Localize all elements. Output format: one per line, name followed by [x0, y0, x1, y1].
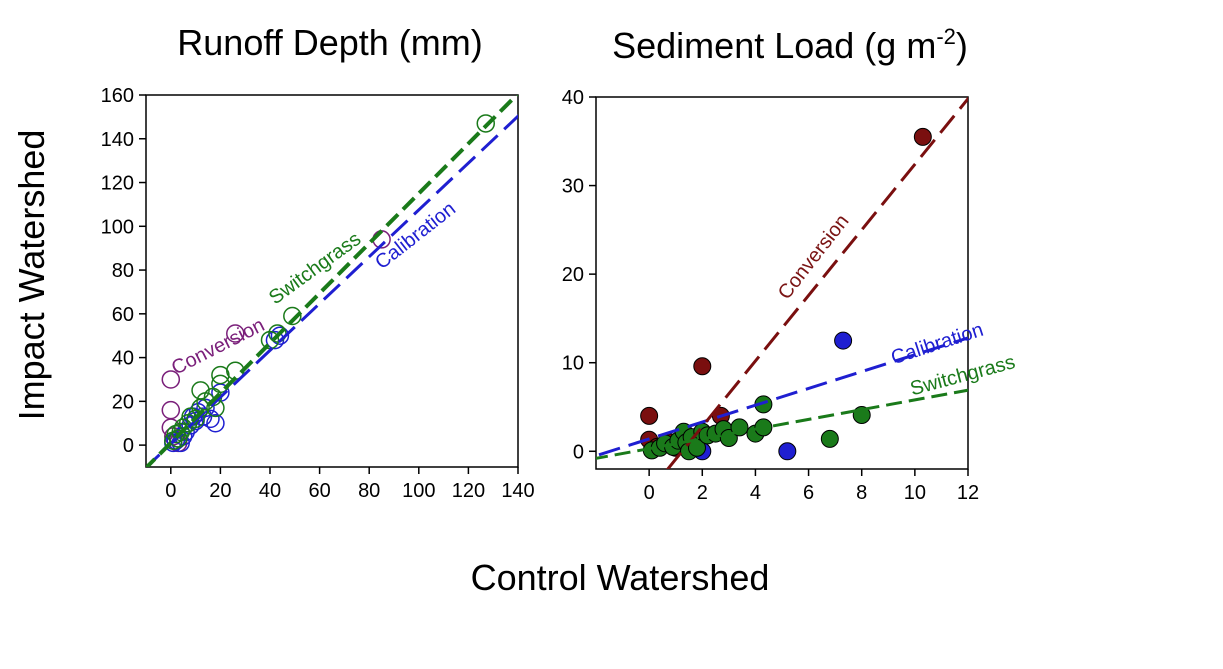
sediment-conversion-point: [640, 406, 659, 425]
sediment-x-tick-label: 12: [957, 482, 979, 504]
runoff-switchgrass-point: [186, 409, 205, 429]
chart-2-title-end: ): [956, 25, 968, 66]
runoff-x-tick-label: 40: [259, 480, 281, 502]
chart-1-title: Runoff Depth (mm): [177, 22, 482, 63]
sediment-calibration-fit-line: [596, 336, 968, 458]
runoff-annotation-calibration: Calibration: [371, 198, 460, 274]
sediment-y-tick-label: 20: [562, 264, 584, 286]
sediment-load-chart: 0 2 4 6 8 10 12010203040ConversionCalibrationS…: [562, 87, 1018, 504]
chart-2-title-main: Sediment Load (g m: [612, 25, 936, 66]
runoff-plot-area: [146, 95, 518, 467]
sediment-switchgrass-point: [820, 429, 839, 448]
sediment-switchgrass-fit-line: [596, 388, 968, 460]
y-axis-label: Impact Watershed: [11, 130, 52, 421]
sediment-y-tick-label: 40: [562, 87, 584, 109]
runoff-switchgrass-point: [476, 114, 496, 133]
runoff-y-tick-label: 60: [112, 304, 134, 326]
chart-2-title-sup: -2: [936, 24, 956, 49]
x-axis-label: Control Watershed: [471, 557, 770, 598]
runoff-y-tick-label: 100: [101, 216, 134, 238]
sediment-x-tick-label: 8: [856, 482, 867, 504]
runoff-x-tick-label: 0: [165, 480, 176, 502]
runoff-calibration-point: [201, 409, 220, 429]
runoff-y-tick-label: 120: [101, 173, 134, 195]
runoff-depth-chart: 0 20 40 60 80 100 120 140 0 20 40 60 80 100 120 140 160 C…: [101, 85, 535, 502]
runoff-y-tick-label: 160: [101, 85, 134, 107]
sediment-calibration-point: [778, 442, 797, 461]
runoff-switchgrass-point: [191, 381, 210, 400]
sediment-x-tick-label: 2: [697, 482, 708, 504]
runoff-calibration-point: [206, 413, 225, 433]
runoff-y-tick-label: 20: [112, 391, 134, 413]
runoff-x-tick-label: 80: [358, 480, 380, 502]
sediment-switchgrass-point: [852, 405, 871, 424]
runoff-calibration-fit-line: [146, 114, 518, 467]
sediment-conversion-fit-line: [665, 97, 968, 469]
runoff-plot-frame: [145, 94, 519, 468]
runoff-switchgrass-fit-line: [146, 95, 518, 467]
sediment-x-tick-label: 10: [904, 482, 926, 504]
sediment-x-tick-label: 4: [750, 482, 761, 504]
runoff-conversion-point: [161, 400, 181, 420]
runoff-y-tick-label: 40: [112, 348, 134, 370]
runoff-x-tick-label: 20: [209, 480, 231, 502]
sediment-y-tick-label: 10: [562, 353, 584, 375]
runoff-y-tick-label: 0: [123, 435, 134, 457]
sediment-conversion-point: [693, 357, 712, 376]
runoff-x-tick-label: 120: [452, 480, 485, 502]
runoff-x-tick-label: 100: [402, 480, 435, 502]
runoff-switchgrass-point: [211, 365, 230, 385]
chart-2-title: Sediment Load (g m-2): [612, 24, 968, 66]
runoff-calibration-point: [270, 326, 290, 345]
runoff-y-tick-label: 80: [112, 260, 134, 282]
runoff-y-tick-label: 140: [101, 129, 134, 151]
runoff-x-tick-label: 140: [501, 480, 534, 502]
runoff-switchgrass-point: [283, 306, 302, 326]
sediment-x-tick-label: 6: [803, 482, 814, 504]
sediment-y-tick-label: 30: [562, 176, 584, 198]
sediment-plot-frame: [595, 96, 969, 470]
runoff-x-tick-label: 60: [308, 480, 330, 502]
runoff-annotation-conversion: Conversion: [168, 314, 268, 380]
sediment-x-tick-label: 0: [644, 482, 655, 504]
sediment-conversion-point: [913, 127, 932, 146]
sediment-calibration-point: [834, 331, 853, 350]
runoff-conversion-point: [161, 370, 181, 389]
sediment-y-tick-label: 0: [573, 441, 584, 463]
sediment-plot-area: [596, 97, 968, 469]
runoff-conversion-point: [226, 324, 245, 343]
